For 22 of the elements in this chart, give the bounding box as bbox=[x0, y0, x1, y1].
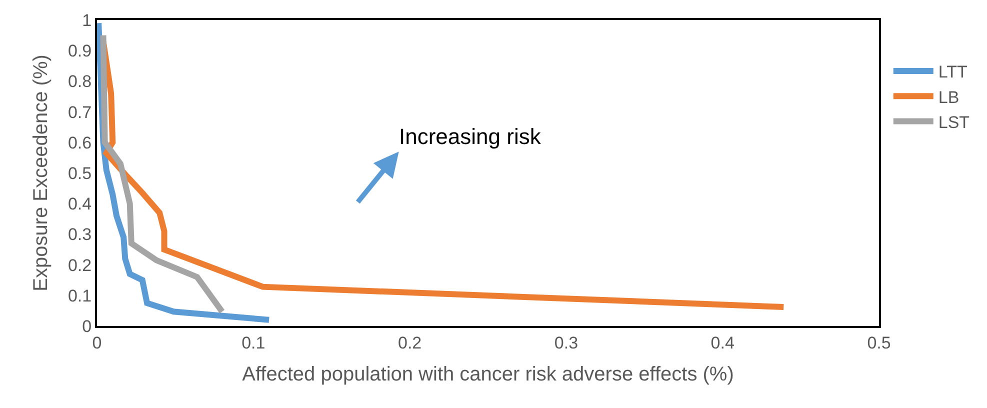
y-tick-label: 0.1 bbox=[68, 286, 92, 306]
legend-label: LB bbox=[938, 88, 960, 107]
y-tick-label: 0 bbox=[82, 316, 92, 336]
y-tick-label: 0.6 bbox=[68, 133, 92, 152]
y-tick-label: 0.7 bbox=[68, 102, 92, 122]
legend-label: LTT bbox=[938, 62, 968, 82]
legend-label: LST bbox=[938, 112, 970, 132]
y-tick-label: 1 bbox=[82, 10, 92, 30]
x-tick-label: 0.5 bbox=[867, 333, 891, 352]
x-tick-label: 0.4 bbox=[710, 333, 734, 352]
y-axis-title: Exposure Exceedence (%) bbox=[30, 54, 52, 292]
y-tick-label: 0.4 bbox=[68, 194, 92, 214]
annotation: Increasing risk bbox=[399, 124, 542, 149]
y-tick-label: 0.9 bbox=[68, 42, 92, 61]
y-tick-label: 0.2 bbox=[68, 256, 92, 275]
y-tick-label: 0.3 bbox=[68, 225, 92, 244]
y-tick-label: 0.5 bbox=[68, 164, 92, 183]
x-tick-label: 0.3 bbox=[554, 333, 578, 352]
x-tick-label: 0.2 bbox=[398, 333, 422, 352]
y-tick-label: 0.8 bbox=[68, 72, 92, 92]
x-tick-label: 0.1 bbox=[242, 333, 266, 352]
x-axis-title: Affected population with cancer risk adverse effects (%) bbox=[242, 363, 734, 386]
